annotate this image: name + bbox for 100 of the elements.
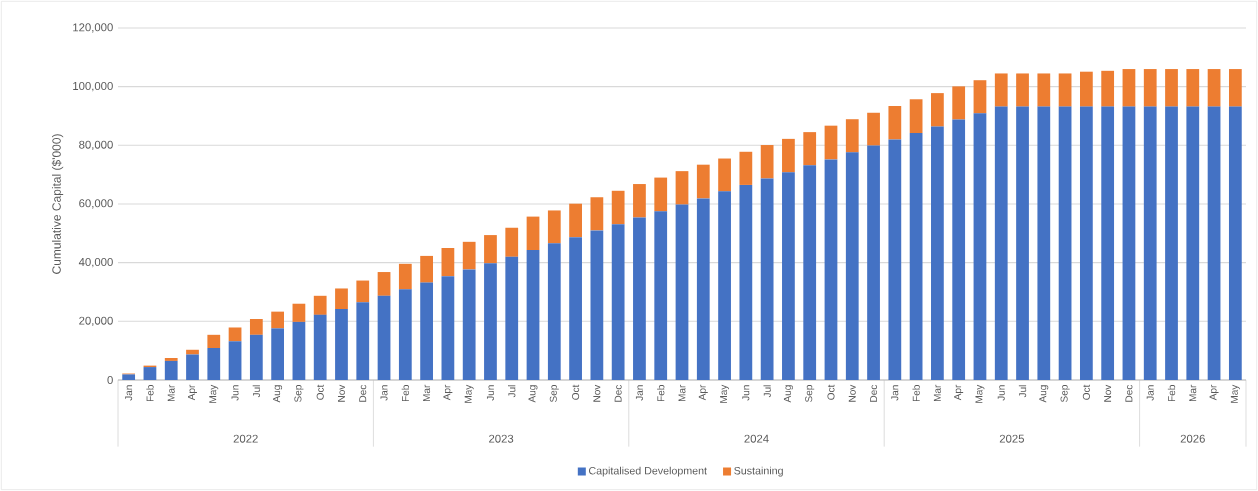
bar <box>633 184 646 218</box>
bar <box>462 269 476 380</box>
x-tick-label: Jan <box>1146 385 1154 401</box>
bar <box>526 216 540 251</box>
x-tick-label: Nov <box>593 384 601 402</box>
bar <box>292 321 306 380</box>
x-tick-label: Feb <box>657 385 665 402</box>
bar <box>782 138 795 173</box>
y-axis-title: Cumulative Capital ($'000) <box>51 134 64 274</box>
bar <box>569 237 582 380</box>
x-tick-label: Aug <box>528 385 538 403</box>
bar <box>356 280 370 303</box>
bar <box>313 295 327 315</box>
bar <box>228 327 242 342</box>
bar <box>952 119 966 380</box>
bar <box>1016 106 1029 380</box>
x-tick-label: Jul <box>252 385 261 398</box>
y-tick-label: 80,000 <box>79 140 113 150</box>
bar <box>1037 73 1051 107</box>
bar <box>420 282 433 380</box>
legend-label: Sustaining <box>734 466 783 477</box>
x-tick-label: Jun <box>997 385 1005 401</box>
bar <box>271 311 285 329</box>
text: 2023 <box>489 434 514 443</box>
x-tick-label: May <box>464 384 474 403</box>
bar <box>505 227 519 257</box>
bar <box>782 172 795 380</box>
bar <box>122 374 136 380</box>
bar <box>931 93 944 127</box>
y-tick-label: 40,000 <box>78 257 113 268</box>
bar <box>292 303 306 322</box>
x-tick-label: Feb <box>146 385 154 402</box>
bar <box>569 203 582 238</box>
bar <box>398 289 412 380</box>
bar <box>484 235 497 264</box>
bar <box>377 295 391 380</box>
bar <box>1122 69 1136 107</box>
bar <box>335 309 348 380</box>
bar <box>675 204 689 380</box>
x-tick-label: Sep <box>805 385 815 403</box>
x-tick-label: Jun <box>231 385 239 401</box>
bar <box>356 302 370 380</box>
bar <box>611 190 625 225</box>
x-tick-label: Apr <box>698 384 708 401</box>
x-tick-label: Mar <box>167 384 175 402</box>
bar <box>228 341 242 380</box>
bar <box>994 73 1008 107</box>
bar <box>633 217 646 380</box>
bar <box>654 177 668 212</box>
x-tick-label: Feb <box>1167 385 1176 402</box>
bar <box>739 151 753 185</box>
x-tick-label: Aug <box>273 385 283 403</box>
x-tick-label: Dec <box>614 384 622 402</box>
x-tick-label: Jan <box>380 385 388 401</box>
bar <box>739 184 753 380</box>
bar <box>335 288 348 309</box>
bar <box>1165 106 1178 380</box>
bar <box>207 334 221 349</box>
x-tick-label: May <box>720 384 730 403</box>
bar <box>249 318 263 335</box>
x-tick-label: Jul <box>508 385 516 398</box>
bar <box>1122 106 1136 380</box>
x-tick-label: Dec <box>359 384 367 402</box>
bar <box>909 133 923 380</box>
bar <box>1058 73 1072 107</box>
bar <box>867 112 880 146</box>
bar <box>1101 70 1115 107</box>
bar <box>186 354 199 380</box>
bar <box>547 210 561 244</box>
x-tick-label: Oct <box>1082 384 1090 400</box>
bar <box>249 334 263 380</box>
x-tick-label: Mar <box>678 384 686 402</box>
x-tick-label: Nov <box>848 384 856 402</box>
x-tick-label: Jul <box>763 385 771 398</box>
bar <box>441 247 455 277</box>
bar <box>973 80 987 114</box>
bar <box>1186 106 1200 380</box>
bar <box>1101 106 1115 380</box>
bar <box>803 132 817 166</box>
bar <box>143 367 157 380</box>
bar <box>973 113 987 380</box>
x-tick-label: Feb <box>912 385 920 402</box>
bar <box>696 164 710 199</box>
bar <box>484 263 497 380</box>
x-tick-label: Apr <box>443 384 453 401</box>
x-tick-label: Jun <box>742 385 750 401</box>
bar <box>164 357 178 361</box>
bar <box>994 106 1008 380</box>
bar <box>547 243 561 380</box>
legend-label: Capitalised Development <box>589 466 707 477</box>
bar <box>696 198 710 380</box>
bar <box>1079 106 1093 380</box>
bar <box>505 256 519 380</box>
bar <box>952 86 966 120</box>
x-tick-label: Aug <box>783 385 793 403</box>
bar <box>590 197 604 231</box>
x-tick-label: Mar <box>423 384 431 402</box>
bar <box>1037 106 1051 380</box>
text: 2022 <box>233 434 258 443</box>
bar <box>867 145 880 380</box>
